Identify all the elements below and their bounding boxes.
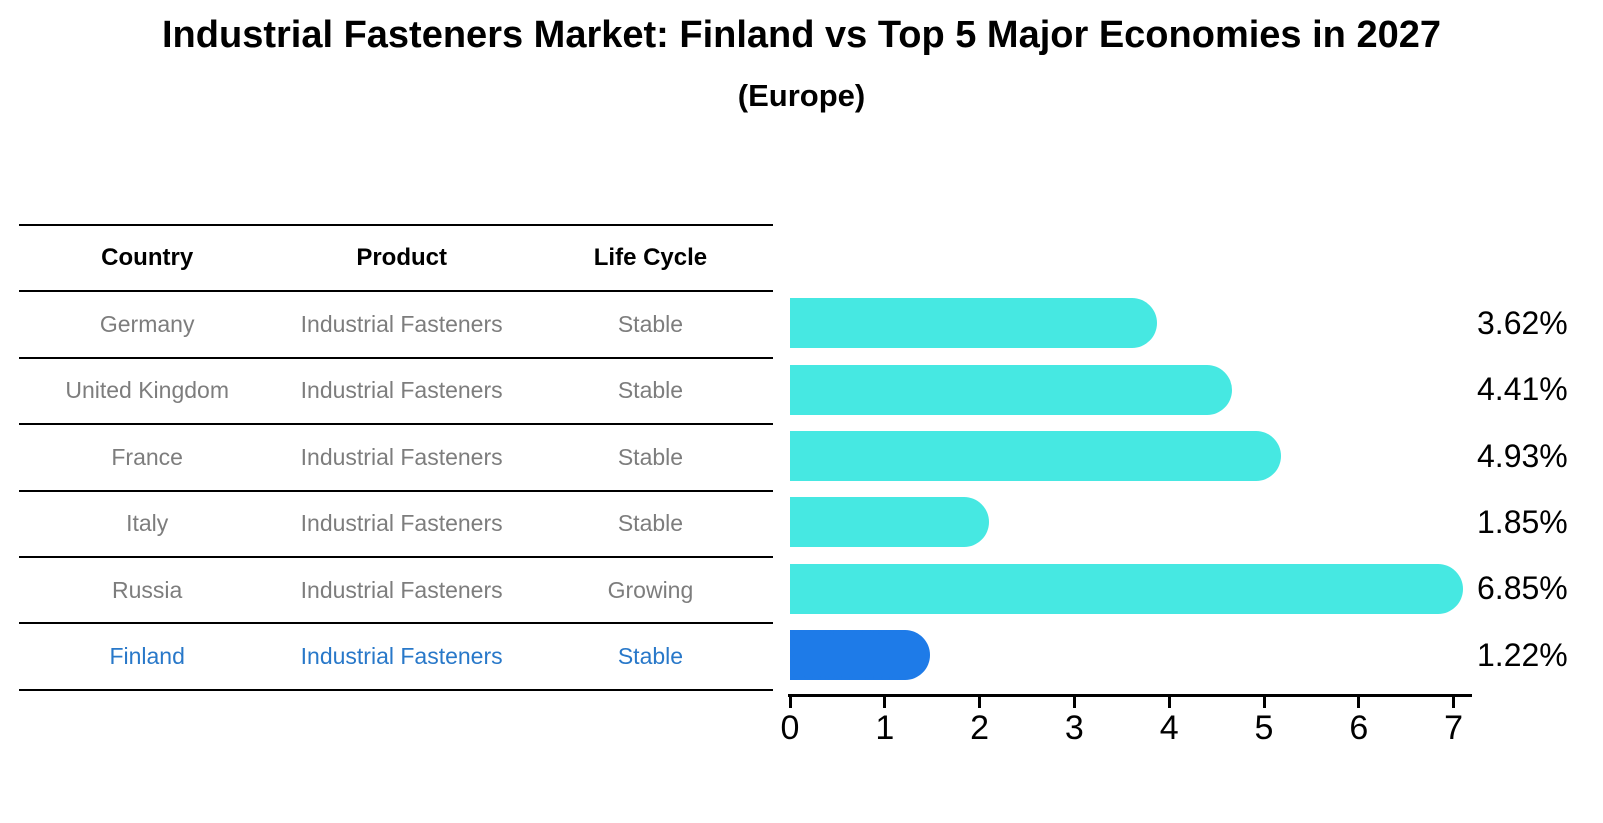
table-cell-product: Industrial Fasteners xyxy=(300,510,503,537)
x-tick-label: 2 xyxy=(970,709,990,747)
bar xyxy=(790,563,1464,614)
table-cell-life-cycle: Stable xyxy=(617,643,684,670)
value-label: 3.62% xyxy=(1477,304,1568,341)
table-cell-life-cycle: Stable xyxy=(617,377,684,404)
x-tick-label: 3 xyxy=(1064,709,1084,747)
x-tick xyxy=(1072,694,1076,708)
table-cell-product: Industrial Fasteners xyxy=(300,311,503,338)
value-label: 6.85% xyxy=(1477,570,1568,607)
x-tick-label: 0 xyxy=(780,709,800,747)
table-row: Russia Industrial Fasteners Growing xyxy=(19,558,773,625)
table-cell-product: Industrial Fasteners xyxy=(300,643,503,670)
bar xyxy=(790,431,1282,481)
table-row: France Industrial Fasteners Stable xyxy=(19,425,773,492)
table-row: Finland Industrial Fasteners Stable xyxy=(19,624,773,691)
value-label: 1.85% xyxy=(1477,503,1568,540)
table-cell-country: Finland xyxy=(109,643,185,670)
table-cell-product: Industrial Fasteners xyxy=(300,576,503,603)
table-cell-country: Italy xyxy=(126,510,169,537)
table-cell-life-cycle: Growing xyxy=(607,576,694,603)
value-label: 4.41% xyxy=(1477,371,1568,408)
table-cell-product: Industrial Fasteners xyxy=(300,443,503,470)
table-header-product: Product xyxy=(356,244,447,272)
table-cell-country: Russia xyxy=(112,576,183,603)
table-header-country: Country xyxy=(101,244,194,272)
table-row: United Kingdom Industrial Fasteners Stable xyxy=(19,359,773,426)
x-tick xyxy=(883,694,887,708)
x-axis xyxy=(788,694,1472,697)
table-header-row: Country Product Life Cycle xyxy=(19,226,773,293)
table-rows: Germany Industrial Fasteners Stable United … xyxy=(19,292,773,691)
value-label: 1.22% xyxy=(1477,636,1568,673)
bar xyxy=(790,364,1233,415)
bar-chart: 3.62% 4.41% 4.93% 1.85% 6.85% 1.22% 0 1 2 3 4 5 6 7 xyxy=(781,290,1603,823)
bar xyxy=(790,497,990,548)
table-cell-country: Germany xyxy=(99,311,195,338)
x-tick xyxy=(1357,694,1361,708)
chart-title: Industrial Fasteners Market: Finland vs … xyxy=(162,14,1441,56)
table-row: Italy Industrial Fasteners Stable xyxy=(19,492,773,558)
x-tick-label: 6 xyxy=(1349,709,1369,747)
comparison-table: Country Product Life Cycle Germany Indust… xyxy=(19,224,773,691)
table-cell-life-cycle: Stable xyxy=(617,510,684,537)
x-tick-label: 1 xyxy=(875,709,895,747)
x-tick xyxy=(978,694,982,708)
x-tick-label: 5 xyxy=(1254,709,1274,747)
x-tick xyxy=(788,694,792,708)
bar xyxy=(790,298,1158,349)
x-tick-label: 4 xyxy=(1159,709,1179,747)
table-header-life-cycle: Life Cycle xyxy=(593,244,708,272)
x-tick-label: 7 xyxy=(1444,709,1464,747)
chart-subtitle: (Europe) xyxy=(737,78,866,113)
table-cell-life-cycle: Stable xyxy=(617,443,684,470)
value-label: 4.93% xyxy=(1477,437,1568,474)
x-tick xyxy=(1452,694,1456,708)
table-cell-country: France xyxy=(111,443,183,470)
table-cell-life-cycle: Stable xyxy=(617,311,684,338)
x-tick xyxy=(1167,694,1171,708)
table-cell-product: Industrial Fasteners xyxy=(300,377,503,404)
table-row: Germany Industrial Fasteners Stable xyxy=(19,292,773,359)
x-tick xyxy=(1262,694,1266,708)
table-cell-country: United Kingdom xyxy=(65,377,229,404)
bar-highlight-finland xyxy=(790,630,930,681)
